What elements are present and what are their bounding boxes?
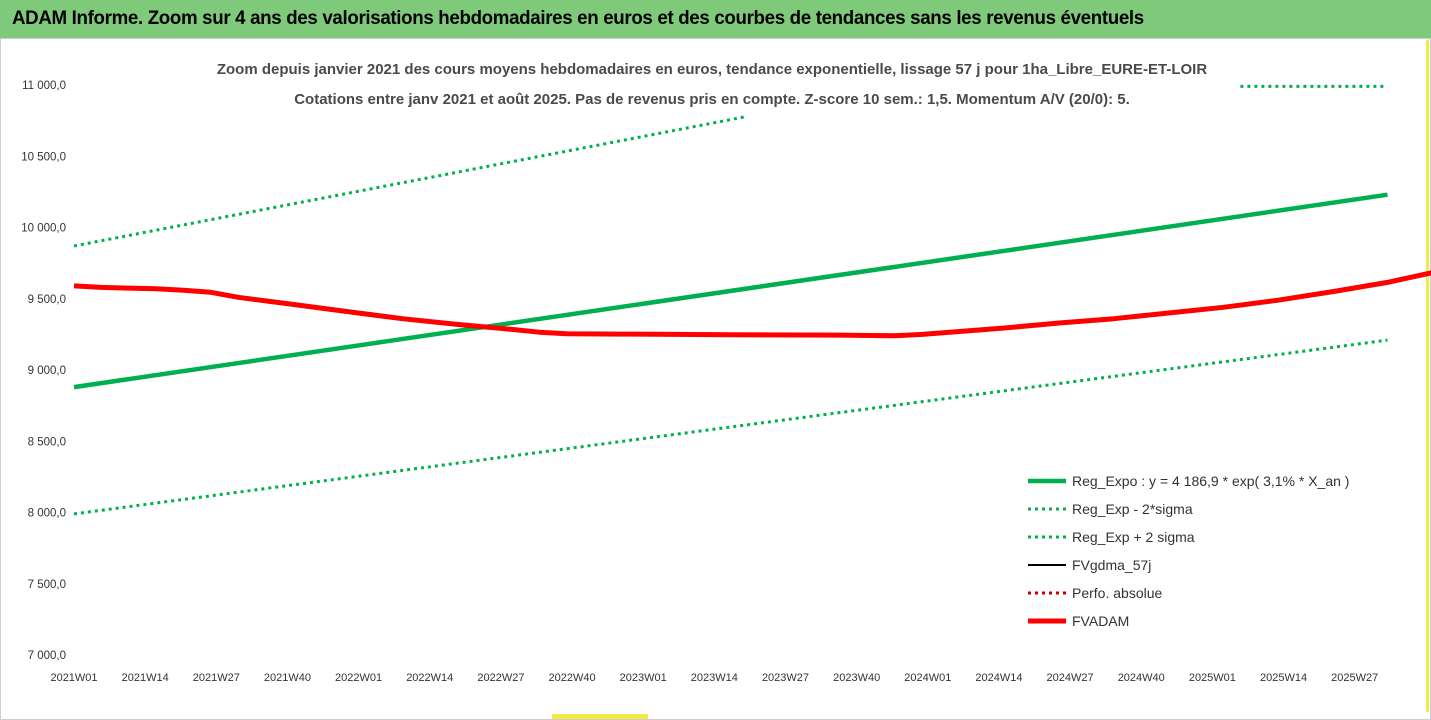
x-tick-label: 2024W01 xyxy=(904,672,951,684)
x-tick-label: 2025W14 xyxy=(1260,672,1307,684)
fvadam-line xyxy=(73,270,1431,339)
y-tick-label: 8 500,0 xyxy=(28,436,66,448)
y-tick-label: 9 000,0 xyxy=(28,365,66,377)
subtitle-background xyxy=(185,52,1240,114)
x-tick-label: 2022W27 xyxy=(477,672,524,684)
legend-fvgdma-label: FVgdma_57j xyxy=(1072,557,1151,573)
x-tick-label: 2021W14 xyxy=(122,672,169,684)
legend-perfo-label: Perfo. absolue xyxy=(1072,585,1162,601)
y-tick-label: 10 500,0 xyxy=(21,151,66,163)
x-tick-label: 2021W01 xyxy=(50,672,97,684)
legend-reg-expo-label: Reg_Expo : y = 4 186,9 * exp( 3,1% * X_a… xyxy=(1072,473,1349,489)
accent-bar-bottom xyxy=(552,714,648,719)
x-tick-label: 2021W40 xyxy=(264,672,311,684)
x-tick-label: 2024W40 xyxy=(1118,672,1165,684)
x-tick-label: 2024W14 xyxy=(975,672,1022,684)
x-tick-label: 2023W01 xyxy=(620,672,667,684)
x-tick-label: 2021W27 xyxy=(193,672,240,684)
reg-exp-plus-2sigma-line xyxy=(73,114,748,248)
y-tick-label: 11 000,0 xyxy=(22,80,66,92)
x-tick-label: 2024W27 xyxy=(1047,672,1094,684)
legend-reg-exp-plus-label: Reg_Exp + 2 sigma xyxy=(1072,529,1195,545)
legend-fvadam-label: FVADAM xyxy=(1072,613,1129,629)
x-tick-label: 2025W27 xyxy=(1331,672,1378,684)
legend-background xyxy=(1015,462,1385,640)
x-tick-label: 2023W40 xyxy=(833,672,880,684)
subtitle-line-1: Zoom depuis janvier 2021 des cours moyen… xyxy=(217,61,1207,78)
y-axis: 7 000,0 7 500,0 8 000,0 8 500,0 9 000,0 9 500… xyxy=(21,80,66,662)
legend-reg-exp-minus-label: Reg_Exp - 2*sigma xyxy=(1072,501,1193,517)
report-title: ADAM Informe. Zoom sur 4 ans des valoris… xyxy=(12,7,1144,29)
subtitle-line-2: Cotations entre janv 2021 et août 2025. … xyxy=(294,91,1130,108)
x-tick-label: 2023W14 xyxy=(691,672,738,684)
chart-subtitle: Zoom depuis janvier 2021 des cours moyen… xyxy=(185,52,1240,114)
series-layer xyxy=(73,84,1431,516)
title-banner: ADAM Informe. Zoom sur 4 ans des valoris… xyxy=(0,0,1431,38)
x-tick-label: 2022W01 xyxy=(335,672,382,684)
reg-expo-line xyxy=(73,192,1388,390)
y-tick-label: 7 500,0 xyxy=(28,579,66,591)
x-tick-label: 2022W14 xyxy=(406,672,453,684)
x-tick-label: 2023W27 xyxy=(762,672,809,684)
y-tick-label: 10 000,0 xyxy=(21,223,66,235)
x-tick-label: 2022W40 xyxy=(548,672,595,684)
x-tick-label: 2025W01 xyxy=(1189,672,1236,684)
accent-bar-right xyxy=(1426,40,1429,712)
x-axis: 2021W01 2021W14 2021W27 2021W40 2022W01 2022W… xyxy=(50,672,1378,684)
y-tick-label: 8 000,0 xyxy=(28,508,66,520)
y-tick-label: 7 000,0 xyxy=(28,650,66,662)
legend: Reg_Expo : y = 4 186,9 * exp( 3,1% * X_a… xyxy=(1015,462,1385,640)
y-tick-label: 9 500,0 xyxy=(28,294,66,306)
